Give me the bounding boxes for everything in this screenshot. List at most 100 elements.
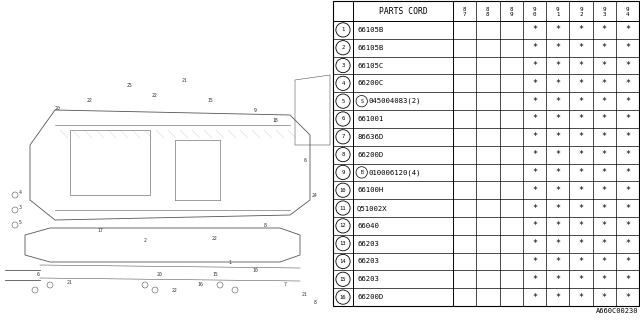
Text: 16: 16 (197, 283, 203, 287)
Text: 66200C: 66200C (357, 80, 383, 86)
Text: Q51002X: Q51002X (357, 205, 388, 211)
Text: 25: 25 (127, 83, 133, 87)
Text: 22: 22 (172, 287, 178, 292)
Text: *: * (555, 25, 560, 35)
Text: 0: 0 (532, 12, 536, 17)
Text: *: * (555, 43, 560, 52)
Text: *: * (602, 186, 607, 195)
Text: 6: 6 (303, 157, 307, 163)
Text: *: * (579, 292, 584, 301)
Text: B: B (360, 170, 363, 175)
Text: *: * (625, 275, 630, 284)
Text: 18: 18 (272, 117, 278, 123)
Text: *: * (625, 257, 630, 266)
Text: 66203: 66203 (357, 259, 379, 264)
Text: 10: 10 (340, 188, 346, 193)
Text: 8: 8 (341, 152, 344, 157)
Text: *: * (532, 79, 537, 88)
Text: *: * (579, 43, 584, 52)
Text: *: * (625, 168, 630, 177)
Text: *: * (602, 221, 607, 230)
Text: *: * (555, 132, 560, 141)
Text: *: * (579, 132, 584, 141)
Text: *: * (555, 61, 560, 70)
Text: S: S (360, 99, 363, 104)
Text: 21: 21 (67, 279, 73, 284)
Text: 12: 12 (340, 223, 346, 228)
Text: 3: 3 (341, 63, 344, 68)
Text: *: * (602, 150, 607, 159)
Text: 22: 22 (87, 98, 93, 102)
Text: 20: 20 (157, 273, 163, 277)
Text: 66040: 66040 (357, 223, 379, 229)
Text: 86636D: 86636D (357, 134, 383, 140)
Text: *: * (555, 168, 560, 177)
Text: 9: 9 (253, 108, 257, 113)
Text: *: * (579, 150, 584, 159)
Text: *: * (579, 97, 584, 106)
Text: 4: 4 (341, 81, 344, 86)
Text: 010006120(4): 010006120(4) (369, 169, 421, 176)
Text: 15: 15 (207, 98, 213, 102)
Text: 2: 2 (579, 12, 582, 17)
Text: *: * (625, 150, 630, 159)
Text: 6: 6 (341, 116, 344, 122)
Text: 8: 8 (509, 6, 513, 12)
Text: 9: 9 (602, 6, 606, 12)
Text: 045004083(2): 045004083(2) (369, 98, 421, 104)
Text: 21: 21 (182, 77, 188, 83)
Text: *: * (532, 204, 537, 212)
Text: *: * (555, 292, 560, 301)
Text: 66203: 66203 (357, 276, 379, 282)
Text: *: * (602, 292, 607, 301)
Text: *: * (532, 150, 537, 159)
Text: *: * (532, 25, 537, 35)
Text: *: * (532, 257, 537, 266)
Text: *: * (625, 292, 630, 301)
Text: *: * (532, 132, 537, 141)
Text: *: * (579, 79, 584, 88)
Text: 3: 3 (602, 12, 606, 17)
Text: 66105C: 66105C (357, 62, 383, 68)
Text: *: * (579, 275, 584, 284)
Text: *: * (532, 115, 537, 124)
Text: 10: 10 (252, 268, 258, 273)
Text: *: * (625, 239, 630, 248)
Text: *: * (625, 186, 630, 195)
Text: *: * (602, 257, 607, 266)
Text: *: * (532, 186, 537, 195)
Text: *: * (555, 257, 560, 266)
Text: 1: 1 (341, 28, 344, 32)
Text: *: * (625, 97, 630, 106)
Text: 15: 15 (340, 277, 346, 282)
Text: 22: 22 (212, 236, 218, 241)
Text: *: * (579, 204, 584, 212)
Text: 8: 8 (486, 6, 490, 12)
Text: *: * (602, 132, 607, 141)
Text: *: * (579, 221, 584, 230)
Text: 8: 8 (486, 12, 490, 17)
Text: *: * (532, 97, 537, 106)
Text: *: * (602, 61, 607, 70)
Text: 3: 3 (19, 204, 21, 210)
Text: *: * (602, 79, 607, 88)
Text: 8: 8 (463, 6, 467, 12)
Text: *: * (625, 61, 630, 70)
Text: *: * (625, 221, 630, 230)
Text: *: * (625, 43, 630, 52)
Text: 16: 16 (340, 295, 346, 300)
Text: *: * (602, 43, 607, 52)
Text: A660C00230: A660C00230 (595, 308, 638, 314)
Text: 4: 4 (19, 189, 21, 195)
Text: 66100H: 66100H (357, 187, 383, 193)
Text: *: * (555, 150, 560, 159)
Text: *: * (579, 61, 584, 70)
Text: *: * (579, 257, 584, 266)
Text: *: * (555, 204, 560, 212)
Text: 14: 14 (340, 259, 346, 264)
Text: 9: 9 (532, 6, 536, 12)
Text: *: * (555, 79, 560, 88)
Text: 9: 9 (509, 12, 513, 17)
Text: 661001: 661001 (357, 116, 383, 122)
Text: *: * (602, 97, 607, 106)
